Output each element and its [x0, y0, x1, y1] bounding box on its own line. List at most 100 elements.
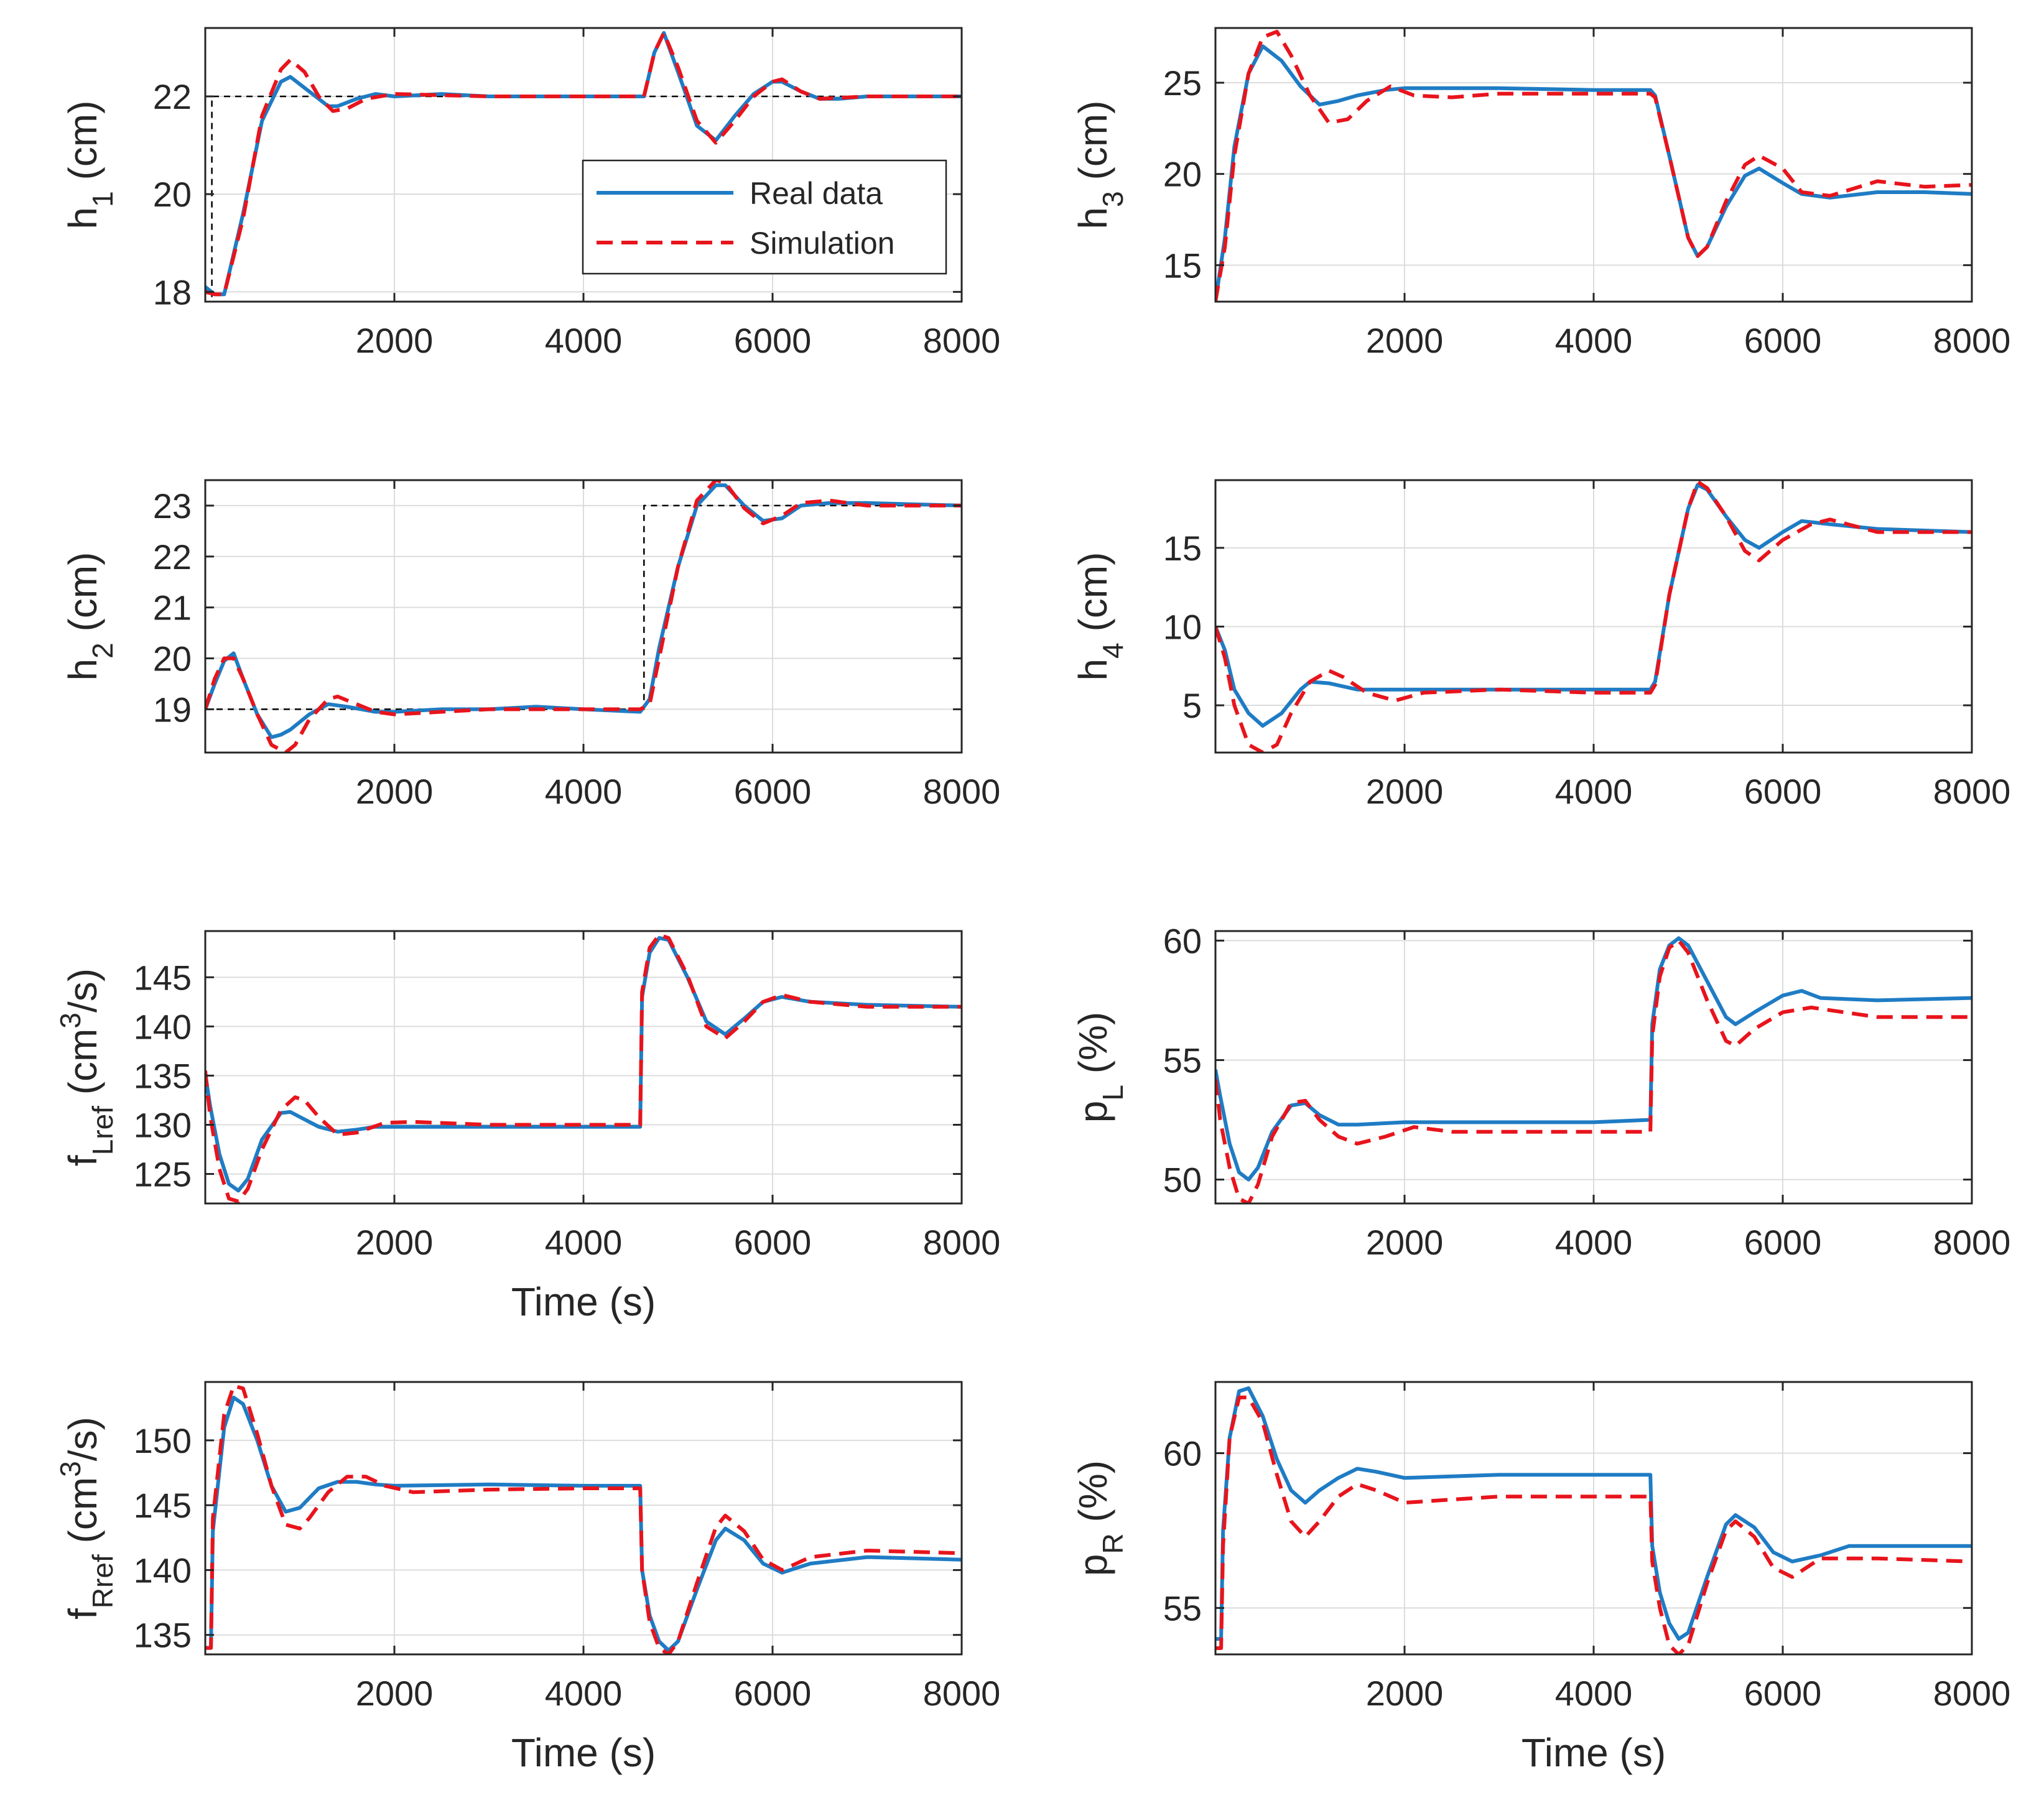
x-tick-label: 8000 [1933, 1223, 2011, 1262]
series-line-real [1215, 44, 1972, 302]
y-tick-label: 55 [1163, 1588, 1202, 1628]
x-tick-label: 2000 [356, 1674, 434, 1713]
series-line-sim [205, 933, 962, 1203]
x-tick-label: 4000 [1555, 772, 1633, 811]
y-tick-label: 135 [134, 1056, 192, 1095]
series-group [205, 30, 962, 302]
x-tick-label: 4000 [1555, 1223, 1633, 1262]
panel-pL: 2000 4000 6000 8000 50 55 60 pL (%) [1071, 921, 2010, 1262]
x-tick-label: 6000 [734, 1674, 812, 1713]
series-line-sim [1215, 29, 1972, 302]
legend-box [582, 159, 947, 275]
series-line-real [1215, 936, 1972, 1182]
x-tick-label: 6000 [1744, 321, 1822, 360]
y-tick-label: 50 [1163, 1161, 1202, 1200]
y-tick-label: 140 [134, 1007, 192, 1046]
series-line-sim [1215, 1395, 1972, 1654]
series-line-real [205, 936, 962, 1193]
y-tick-label: 23 [153, 486, 192, 526]
x-tick-label: 4000 [545, 1674, 623, 1713]
series-group [1215, 936, 1972, 1203]
x-tick-label: 2000 [1366, 321, 1444, 360]
panel-h2: 2000 4000 6000 8000 19 20 21 22 23 h2 (cm) [60, 479, 1001, 811]
x-tick-label: 6000 [734, 1223, 812, 1262]
x-tick-label: 6000 [1744, 1674, 1822, 1713]
y-tick-label: 10 [1163, 607, 1202, 646]
y-tick-label: 15 [1163, 246, 1202, 285]
panel-fRref: 2000 4000 6000 8000 135 140 145 150 fRref (cm3/s… [54, 1381, 1001, 1775]
x-axis-label: Time (s) [511, 1730, 656, 1775]
y-axis-label: h1 (cm) [60, 101, 119, 229]
y-tick-label: 22 [153, 77, 192, 116]
y-tick-label: 150 [134, 1421, 192, 1460]
y-tick-label: 135 [134, 1616, 192, 1655]
panel-h4: 2000 4000 6000 8000 5 10 15 h4 (cm) [1071, 479, 2011, 811]
series-line-sim [1215, 480, 1972, 753]
x-tick-label: 6000 [1744, 772, 1822, 811]
y-axis-label: fLref (cm3/s) [54, 968, 119, 1166]
x-tick-label: 8000 [1933, 772, 2011, 811]
x-tick-label: 8000 [1933, 1674, 2011, 1713]
series-group [1215, 1386, 1972, 1654]
x-tick-label: 4000 [545, 1223, 623, 1262]
y-tick-label: 21 [153, 588, 192, 628]
x-tick-label: 8000 [923, 321, 1001, 360]
x-tick-label: 6000 [734, 772, 812, 811]
panel-h3: 2000 4000 6000 8000 15 20 25 h3 (cm) [1071, 27, 2011, 360]
series-line-real [1215, 1386, 1972, 1641]
x-tick-label: 4000 [545, 321, 623, 360]
y-tick-label: 125 [134, 1155, 192, 1194]
y-axis-label: pL (%) [1071, 1012, 1129, 1123]
series-group [205, 933, 962, 1203]
y-axis-label: pR (%) [1071, 1460, 1129, 1576]
x-tick-label: 2000 [1366, 1223, 1444, 1262]
x-tick-label: 8000 [923, 1674, 1001, 1713]
y-axis-label: h4 (cm) [1071, 552, 1129, 681]
series-line-sim [205, 30, 962, 297]
y-tick-label: 18 [153, 272, 192, 312]
y-tick-label: 60 [1163, 921, 1202, 960]
x-tick-label: 2000 [356, 772, 434, 811]
x-tick-label: 4000 [1555, 321, 1633, 360]
y-tick-label: 25 [1163, 63, 1202, 103]
series-group [205, 1384, 962, 1654]
x-tick-label: 8000 [923, 772, 1001, 811]
x-tick-label: 6000 [1744, 1223, 1822, 1262]
x-tick-label: 8000 [923, 1223, 1001, 1262]
panel-pR: 2000 4000 6000 8000 55 60 pR (%) Time (s) [1071, 1381, 2011, 1775]
x-tick-label: 6000 [734, 321, 812, 360]
y-axis-label: fRref (cm3/s) [54, 1417, 119, 1620]
series-line-real [205, 1396, 962, 1653]
x-tick-label: 2000 [356, 1223, 434, 1262]
y-tick-label: 19 [153, 690, 192, 729]
x-tick-label: 4000 [545, 772, 623, 811]
y-axis-label: h2 (cm) [60, 552, 119, 681]
x-axis-label: Time (s) [1521, 1730, 1666, 1775]
series-line-sim [205, 1384, 962, 1654]
y-axis-label: h3 (cm) [1071, 101, 1129, 229]
series-line-ref [205, 504, 962, 710]
legend-real-label: Real data [750, 176, 883, 211]
y-tick-label: 20 [153, 175, 192, 214]
y-tick-label: 22 [153, 537, 192, 577]
legend: Real data Simulation [582, 159, 947, 275]
y-tick-label: 55 [1163, 1041, 1202, 1080]
series-line-sim [1215, 939, 1972, 1203]
y-tick-label: 60 [1163, 1434, 1202, 1473]
y-tick-label: 140 [134, 1551, 192, 1590]
x-tick-label: 2000 [1366, 772, 1444, 811]
y-tick-label: 130 [134, 1106, 192, 1145]
x-tick-label: 8000 [1933, 321, 2011, 360]
series-group [205, 480, 962, 753]
series-group [1215, 29, 1972, 302]
series-group [1215, 480, 1972, 753]
x-axis-label: Time (s) [511, 1279, 656, 1324]
y-tick-label: 20 [1163, 155, 1202, 194]
series-line-sim [205, 480, 962, 753]
y-tick-label: 20 [153, 639, 192, 679]
y-tick-label: 145 [134, 1486, 192, 1525]
x-tick-label: 4000 [1555, 1674, 1633, 1713]
y-tick-label: 145 [134, 958, 192, 997]
panel-fLref: 2000 4000 6000 8000 125 130 135 140 145 fLref (cm… [54, 930, 1001, 1324]
